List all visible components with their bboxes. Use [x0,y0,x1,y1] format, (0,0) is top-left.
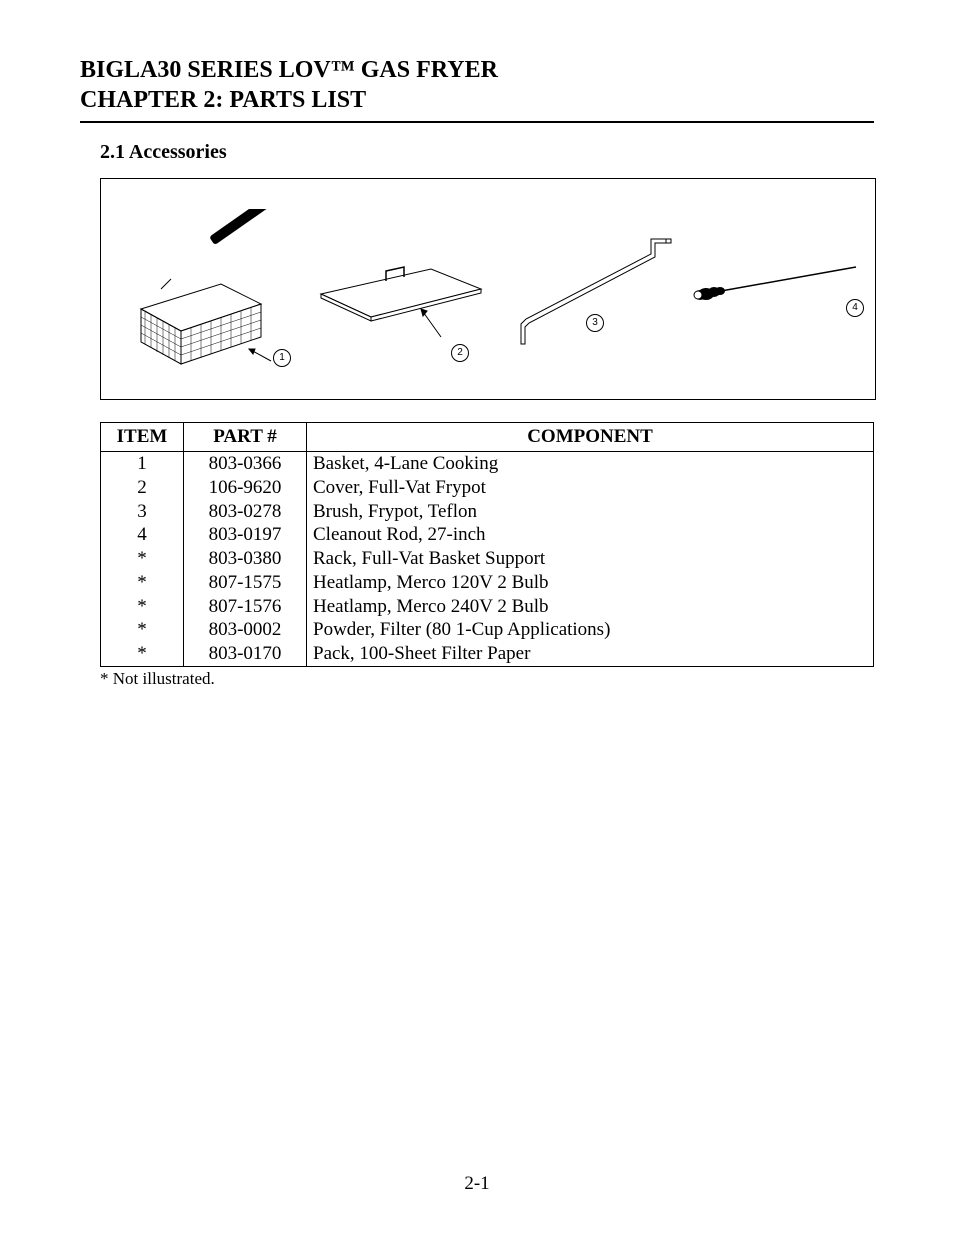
table-header-row: ITEM PART # COMPONENT [101,423,874,452]
table-row: * 803-0170 Pack, 100-Sheet Filter Paper [101,642,874,666]
cell-item: * [101,642,184,666]
callout-2: 2 [451,344,469,362]
cell-part: 803-0002 [184,618,307,642]
cell-item: 4 [101,523,184,547]
cell-item: 1 [101,452,184,476]
table-row: * 803-0002 Powder, Filter (80 1-Cup Appl… [101,618,874,642]
table-row: * 803-0380 Rack, Full-Vat Basket Support [101,547,874,571]
sub-title: 2.1 Accessories [100,141,874,164]
header-desc: COMPONENT [307,423,874,452]
parts-table: ITEM PART # COMPONENT 1 803-0366 Basket,… [100,422,874,667]
rod-icon [686,259,861,309]
title-line-1: BIGLA30 SERIES LOV™ GAS FRYER [80,57,498,83]
cell-part: 803-0278 [184,500,307,524]
cell-desc: Cover, Full-Vat Frypot [307,476,874,500]
table-row: 3 803-0278 Brush, Frypot, Teflon [101,500,874,524]
cell-part: 106-9620 [184,476,307,500]
header-item: ITEM [101,423,184,452]
title-line-2: CHAPTER 2: PARTS LIST [80,87,366,113]
cell-item: 3 [101,500,184,524]
page-number: 2-1 [0,1173,954,1195]
callout-1-label: 1 [279,352,285,363]
cell-desc: Heatlamp, Merco 240V 2 Bulb [307,595,874,619]
cell-desc: Heatlamp, Merco 120V 2 Bulb [307,571,874,595]
cell-desc: Rack, Full-Vat Basket Support [307,547,874,571]
cover-icon [311,249,491,349]
figure-box: 1 2 3 4 [100,178,876,400]
cell-part: 803-0366 [184,452,307,476]
callout-4: 4 [846,299,864,317]
cell-part: 803-0197 [184,523,307,547]
callout-4-label: 4 [852,302,858,313]
cell-item: * [101,595,184,619]
cell-item: 2 [101,476,184,500]
table-row: 1 803-0366 Basket, 4-Lane Cooking [101,452,874,476]
callout-3: 3 [586,314,604,332]
table-row: * 807-1576 Heatlamp, Merco 240V 2 Bulb [101,595,874,619]
table-row: * 807-1575 Heatlamp, Merco 120V 2 Bulb [101,571,874,595]
section-title: BIGLA30 SERIES LOV™ GAS FRYER CHAPTER 2:… [80,55,874,115]
page: BIGLA30 SERIES LOV™ GAS FRYER CHAPTER 2:… [0,0,954,1235]
basket-icon [121,209,286,369]
cell-part: 803-0170 [184,642,307,666]
table-row: 2 106-9620 Cover, Full-Vat Frypot [101,476,874,500]
cell-part: 807-1575 [184,571,307,595]
cell-item: * [101,618,184,642]
cell-part: 807-1576 [184,595,307,619]
footnote: * Not illustrated. [100,669,874,689]
cell-desc: Pack, 100-Sheet Filter Paper [307,642,874,666]
cell-desc: Cleanout Rod, 27-inch [307,523,874,547]
cell-item: * [101,547,184,571]
callout-1: 1 [273,349,291,367]
cell-desc: Powder, Filter (80 1-Cup Applications) [307,618,874,642]
cell-desc: Brush, Frypot, Teflon [307,500,874,524]
header-part: PART # [184,423,307,452]
title-rule [80,121,874,123]
table-row: 4 803-0197 Cleanout Rod, 27-inch [101,523,874,547]
cell-part: 803-0380 [184,547,307,571]
callout-2-label: 2 [457,347,463,358]
callout-3-label: 3 [592,317,598,328]
cell-desc: Basket, 4-Lane Cooking [307,452,874,476]
cell-item: * [101,571,184,595]
